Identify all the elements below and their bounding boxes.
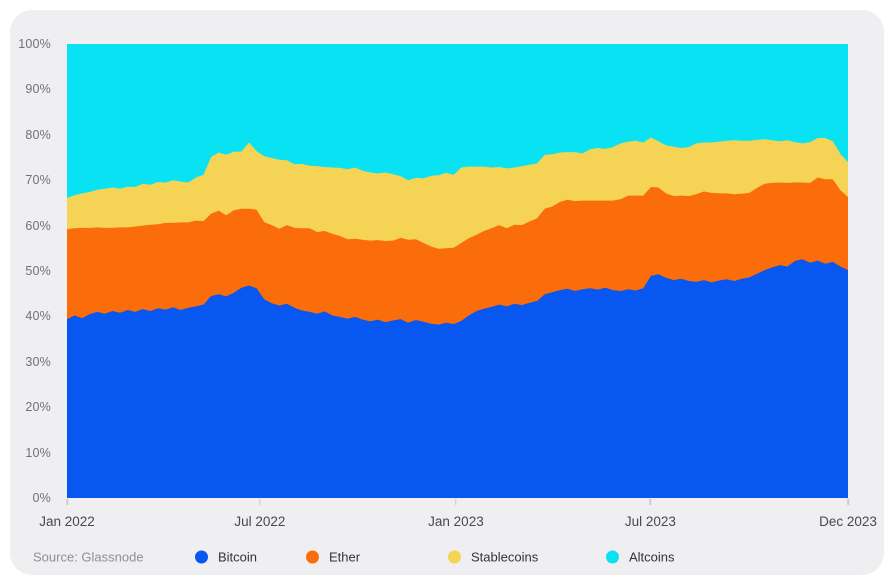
legend-label-stablecoins: Stablecoins: [471, 549, 539, 565]
x-tick-label-jan-2022: Jan 2022: [39, 514, 95, 529]
y-axis: 100% 90% 80% 70% 60% 50% 40% 30% 20% 10% 0%: [10, 37, 51, 505]
y-tick-label-100pct: 100%: [18, 37, 51, 51]
bitcoin-color-dot-icon: [195, 550, 208, 564]
y-tick-label-0pct: 0%: [32, 491, 51, 505]
y-tick-label-10pct: 10%: [25, 445, 51, 460]
x-tick-label-jan-2023: Jan 2023: [428, 514, 484, 529]
ether-color-dot-icon: [306, 550, 319, 564]
legend-label-bitcoin: Bitcoin: [218, 549, 258, 565]
source-label: Source: Glassnode: [33, 549, 144, 565]
y-tick-label-20pct: 20%: [25, 400, 51, 415]
chart-card: 100% 90% 80% 70% 60% 50% 40% 30% 20% 10% 0% Jan 20…: [10, 10, 884, 575]
y-tick-label-30pct: 30%: [25, 354, 51, 369]
dominance-area-chart: [67, 44, 848, 498]
legend-label-altcoins: Altcoins: [629, 549, 675, 565]
x-tick-mark: [649, 499, 652, 505]
y-tick-label-70pct: 70%: [25, 173, 51, 188]
altcoins-color-dot-icon: [606, 550, 619, 564]
y-tick-label-40pct: 40%: [25, 309, 51, 324]
x-tick-label-jul-2022: Jul 2022: [234, 514, 286, 529]
area-bitcoin: [67, 259, 848, 498]
plot-area: [67, 44, 848, 498]
x-tick-label-jul-2023: Jul 2023: [624, 514, 676, 529]
legend-label-ether: Ether: [329, 549, 361, 565]
y-tick-label-50pct: 50%: [25, 264, 51, 278]
x-tick-mark: [259, 499, 261, 505]
legend-item-stablecoins: Stablecoins: [448, 550, 538, 565]
y-tick-label-80pct: 80%: [25, 127, 51, 142]
x-axis: Jan 2022 Jul 2022 Jan 2023 Jul 2023 Dec 2023: [10, 498, 884, 538]
y-tick-label-90pct: 90%: [25, 82, 51, 97]
x-tick-mark: [66, 499, 68, 505]
legend-item-altcoins: Altcoins: [606, 550, 675, 565]
stablecoins-color-dot-icon: [448, 550, 461, 564]
y-tick-label-60pct: 60%: [25, 218, 51, 233]
x-tick-label-dec-2023: Dec 2023: [819, 514, 877, 529]
legend-item-bitcoin: Bitcoin: [195, 550, 257, 565]
chart-footer: Source: Glassnode Bitcoin Ether Stablecoin…: [10, 544, 884, 570]
x-tick-mark: [847, 499, 849, 505]
legend-item-ether: Ether: [306, 550, 360, 565]
x-tick-mark: [455, 499, 457, 505]
